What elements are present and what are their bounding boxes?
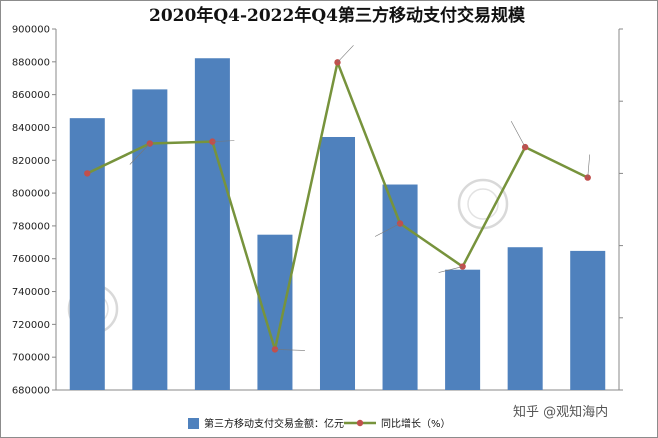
line-point — [271, 346, 279, 353]
left-tick-label: 700000 — [12, 353, 50, 364]
left-tick-label: 820000 — [12, 156, 50, 167]
line-point — [84, 170, 91, 177]
watermark-seal-inner-icon — [467, 188, 499, 220]
left-tick-label: 880000 — [12, 57, 50, 68]
left-tick-label: 760000 — [12, 254, 50, 265]
left-tick-label: 900000 — [12, 25, 50, 36]
bar — [194, 58, 230, 391]
watermark-text: 知乎 @观知海内 — [513, 404, 608, 420]
left-tick-label: 680000 — [12, 386, 50, 397]
left-tick-label: 720000 — [12, 320, 50, 331]
left-tick-label: 740000 — [12, 287, 50, 298]
bar — [507, 247, 543, 390]
left-tick-label: 840000 — [12, 123, 50, 134]
watermark-seal-icon — [457, 178, 509, 230]
point-label-leader — [212, 140, 235, 142]
point-label-leader — [337, 45, 354, 63]
legend-line-marker — [356, 419, 364, 427]
chart-title: 2020年Q4-2022年Q4第三方移动支付交易规模 — [149, 5, 526, 26]
legend-bar-label: 第三方移动支付交易金额：亿元 — [204, 417, 344, 430]
axes: 680000 700000 720000 740000 760000 780000 8000… — [12, 25, 623, 397]
point-label-leader — [129, 143, 151, 165]
legend-bar-swatch — [188, 418, 199, 429]
point-label-leader — [374, 223, 401, 237]
legend: 第三方移动支付交易金额：亿元 同比增长（%） — [188, 417, 451, 430]
bar — [132, 89, 168, 390]
bar — [570, 250, 606, 390]
bar — [319, 136, 356, 390]
legend-line-label: 同比增长（%） — [381, 417, 451, 430]
data-labels — [129, 45, 591, 351]
point-label-leader — [274, 349, 305, 351]
bar — [69, 118, 105, 391]
bar — [445, 269, 481, 390]
point-label-leader — [587, 154, 591, 178]
left-tick-label: 780000 — [12, 221, 50, 232]
left-tick-label: 800000 — [12, 189, 50, 200]
point-label-leader — [510, 120, 526, 148]
point-label-leader — [438, 266, 463, 273]
left-tick-label: 860000 — [12, 90, 50, 101]
bar — [382, 184, 418, 390]
bar-series — [69, 58, 606, 391]
